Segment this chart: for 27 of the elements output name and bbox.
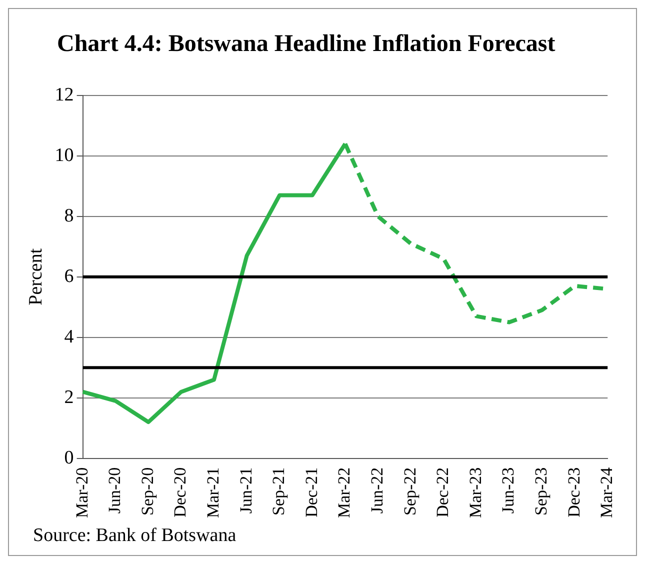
chart-title: Chart 4.4: Botswana Headline Inflation Forecast xyxy=(57,31,556,58)
x-tick-label: Mar-20 xyxy=(72,467,92,518)
x-tick-label: Mar-23 xyxy=(466,467,485,518)
x-tick-label: Sep-23 xyxy=(531,467,550,516)
y-tick-label: 8 xyxy=(64,205,74,226)
y-tick-label: 0 xyxy=(64,447,74,468)
x-tick-label: Sep-20 xyxy=(138,467,157,516)
x-tick-label: Dec-22 xyxy=(433,467,452,518)
x-tick-label: Dec-21 xyxy=(302,467,321,518)
x-tick-label: Dec-23 xyxy=(564,467,584,518)
y-tick-label: 2 xyxy=(64,386,74,408)
y-tick-label: 10 xyxy=(54,144,74,166)
x-tick-label: Mar-21 xyxy=(203,467,222,518)
x-tick-label: Jun-22 xyxy=(367,467,386,514)
y-tick-label: 12 xyxy=(54,84,74,106)
x-tick-label: Jun-20 xyxy=(105,467,124,514)
x-tick-label: Jun-21 xyxy=(236,467,256,514)
y-tick-label: 6 xyxy=(64,266,74,287)
x-tick-label: Dec-20 xyxy=(170,467,190,518)
x-tick-label: Mar-22 xyxy=(334,467,354,518)
y-axis-title: Percent xyxy=(25,248,46,306)
x-tick-label: Mar-24 xyxy=(597,466,616,518)
x-tick-label: Sep-21 xyxy=(269,467,288,516)
x-tick-label: Sep-22 xyxy=(400,467,420,516)
x-tick-label: Jun-23 xyxy=(498,467,518,514)
source-note: Source: Bank of Botswana xyxy=(33,525,236,547)
y-tick-label: 4 xyxy=(64,326,74,348)
